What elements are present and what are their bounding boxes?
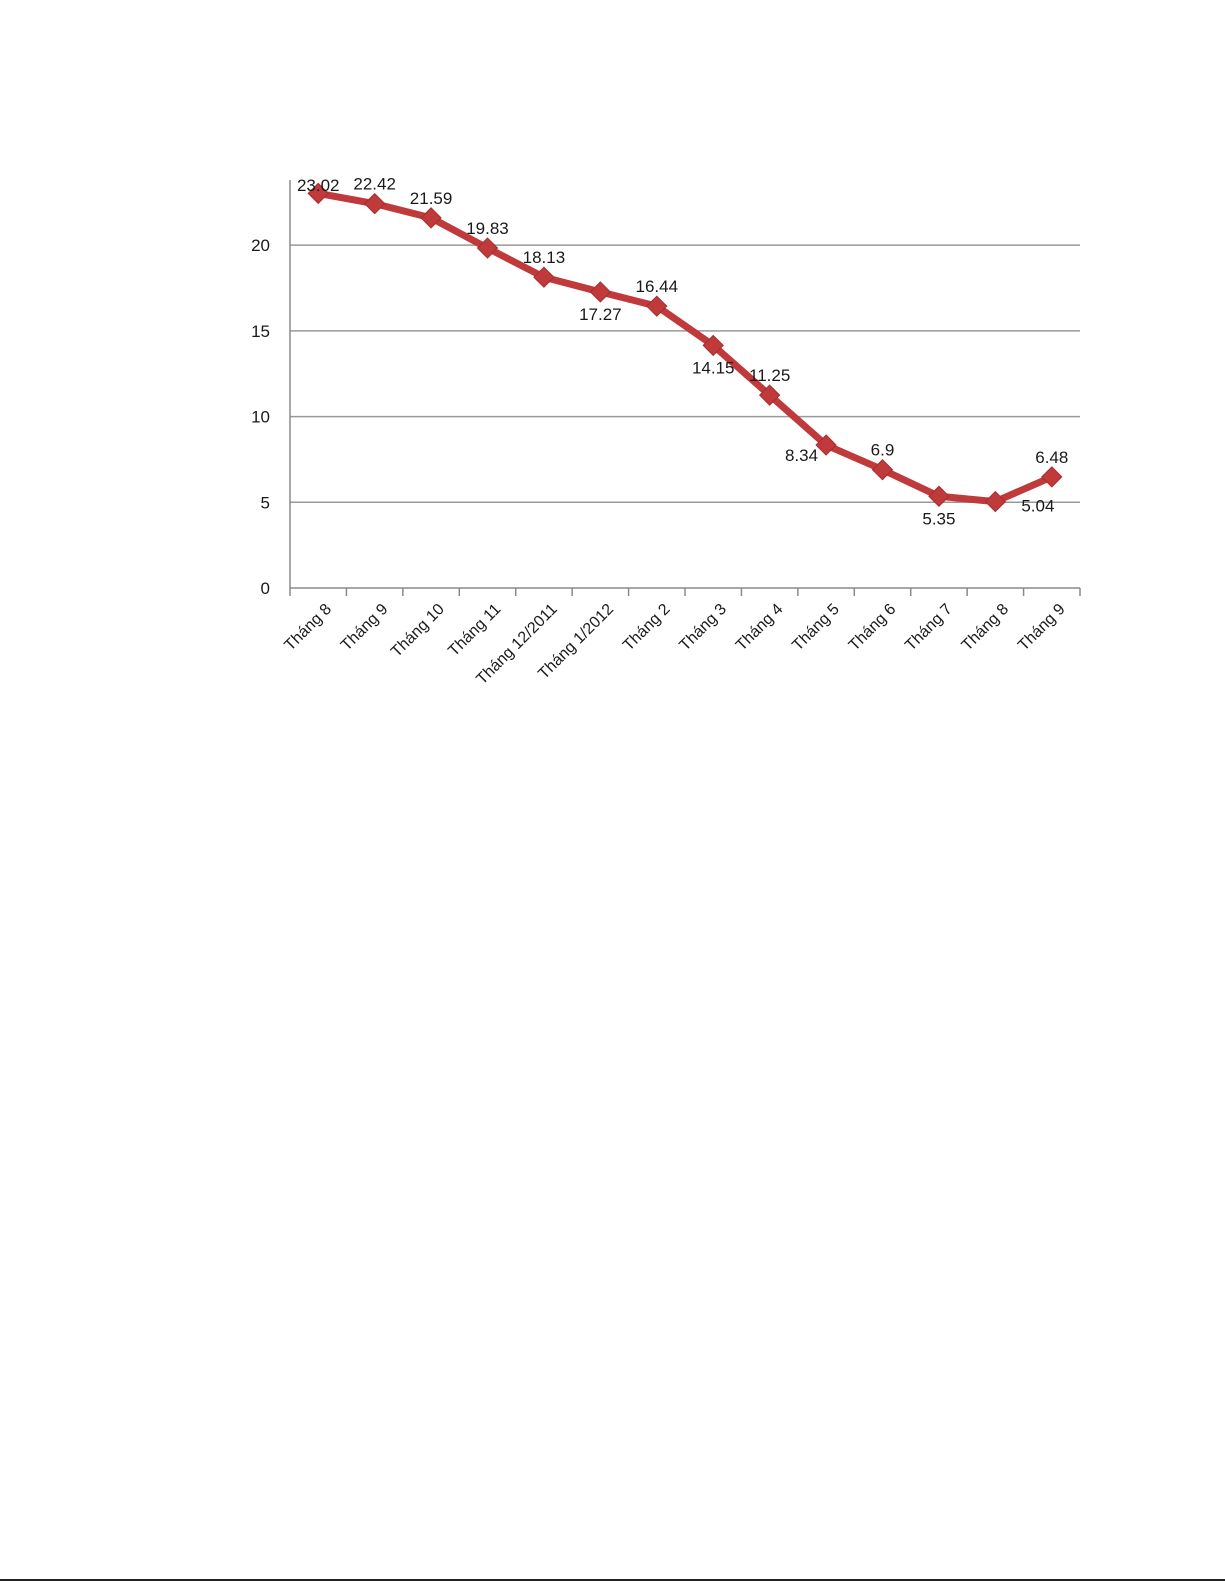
data-label: 16.44 [636,277,679,296]
x-category-label: Tháng 4 [733,601,787,655]
data-label: 14.15 [692,358,735,377]
data-marker [758,384,781,406]
data-marker [702,334,724,357]
series-path [314,189,1056,506]
y-axis-tick-labels: 0 5 10 15 20 [251,236,270,598]
x-category-label: Tháng 3 [677,601,731,655]
data-marker [871,459,894,481]
data-label: 5.04 [1021,497,1054,516]
data-marker [646,295,668,317]
data-label: 23.02 [297,176,340,195]
data-labels: 23.02 22.42 21.59 19.83 18.13 17.27 16.44 14.15… [297,175,1068,529]
data-label: 19.83 [466,219,509,238]
y-tick-label: 0 [261,579,270,598]
data-label: 18.13 [523,248,566,267]
data-label: 22.42 [353,175,396,194]
data-label: 5.35 [922,509,955,528]
data-label: 6.48 [1035,448,1068,467]
y-tick-label: 10 [251,408,270,427]
y-tick-label: 15 [251,322,270,341]
y-tick-label: 20 [251,236,270,255]
data-marker [420,207,442,229]
x-category-label: Tháng 8 [959,601,1013,655]
x-category-label: Tháng 11 [445,601,504,660]
x-category-label: Tháng 7 [902,601,956,655]
data-marker [1041,466,1063,488]
data-markers [307,182,1063,513]
data-marker [307,182,329,205]
data-marker [533,266,555,288]
x-category-label: Tháng 2 [620,601,674,655]
data-marker [363,192,386,215]
data-label: 11.25 [749,366,790,385]
data-marker [928,485,950,507]
series-line [314,189,1056,506]
data-marker [589,281,612,303]
data-label: 17.27 [579,305,622,324]
data-label: 21.59 [410,189,453,208]
x-category-label: Tháng 9 [338,601,392,655]
axes [289,180,1081,596]
x-category-label: Tháng 9 [1015,601,1069,655]
data-label: 8.34 [785,446,818,465]
x-category-label: Tháng 8 [282,601,336,655]
x-category-label: Tháng 5 [789,601,843,655]
data-marker [815,434,837,456]
data-marker [476,237,499,259]
data-label: 6.9 [871,441,895,460]
data-marker [984,490,1007,513]
gridlines [290,244,1080,504]
y-tick-label: 5 [261,493,270,512]
x-category-label: Tháng 10 [388,601,448,661]
x-category-label: Tháng 6 [846,601,900,655]
page-bottom-rule [0,1579,1225,1581]
